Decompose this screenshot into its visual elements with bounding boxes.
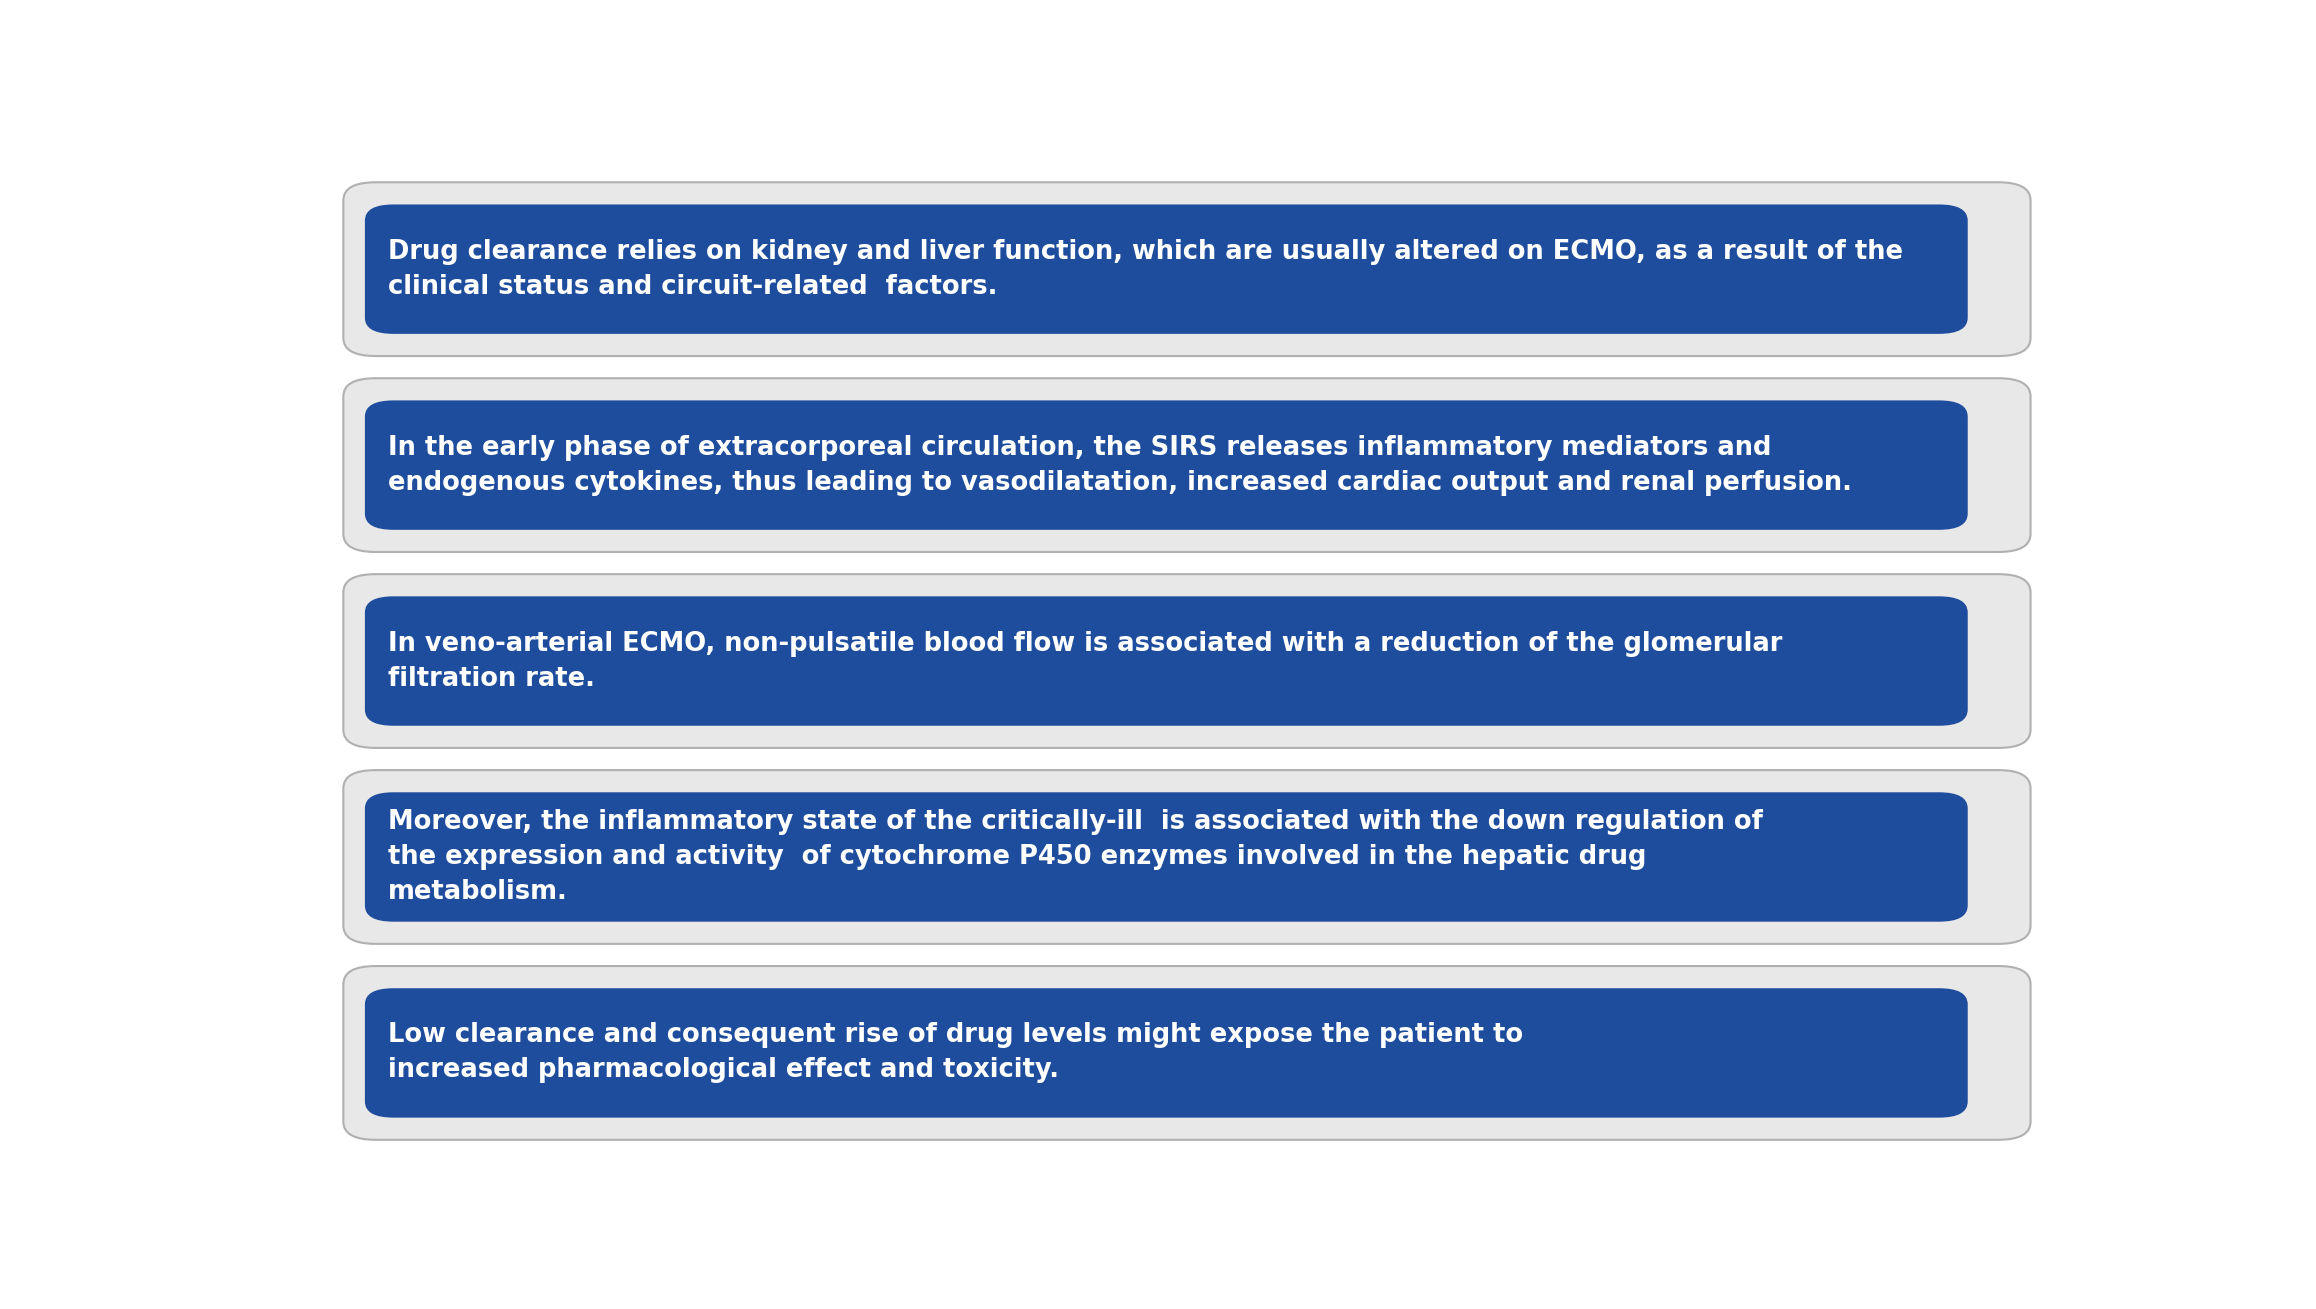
FancyBboxPatch shape: [343, 770, 2031, 944]
Text: In veno-arterial ECMO, non-pulsatile blood flow is associated with a reduction o: In veno-arterial ECMO, non-pulsatile blo…: [389, 631, 1783, 691]
Text: Moreover, the inflammatory state of the critically-ill  is associated with the d: Moreover, the inflammatory state of the …: [389, 809, 1762, 905]
FancyBboxPatch shape: [366, 401, 1969, 530]
FancyBboxPatch shape: [343, 378, 2031, 552]
FancyBboxPatch shape: [343, 966, 2031, 1140]
FancyBboxPatch shape: [366, 204, 1969, 334]
Text: Low clearance and consequent rise of drug levels might expose the patient to
inc: Low clearance and consequent rise of dru…: [389, 1022, 1524, 1084]
FancyBboxPatch shape: [343, 182, 2031, 356]
Text: Drug clearance relies on kidney and liver function, which are usually altered on: Drug clearance relies on kidney and live…: [389, 238, 1904, 300]
FancyBboxPatch shape: [343, 575, 2031, 747]
FancyBboxPatch shape: [366, 792, 1969, 922]
FancyBboxPatch shape: [366, 597, 1969, 725]
Text: In the early phase of extracorporeal circulation, the SIRS releases inflammatory: In the early phase of extracorporeal cir…: [389, 435, 1853, 496]
FancyBboxPatch shape: [366, 988, 1969, 1118]
